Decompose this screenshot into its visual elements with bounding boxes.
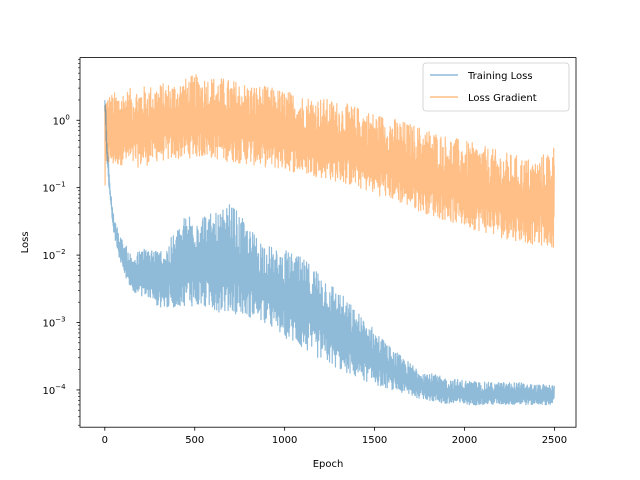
legend-box [422, 62, 570, 112]
x-tick-label: 500 [185, 435, 204, 446]
x-tick-label: 2500 [542, 435, 567, 446]
y-tick-label: 10−1 [43, 181, 66, 195]
series-layer [104, 74, 555, 406]
x-tick-label: 2000 [452, 435, 477, 446]
y-axis: 10−4 10−3 10−2 10−1 100 [43, 59, 80, 426]
legend-label-training-loss: Training Loss [467, 71, 533, 82]
y-tick-label: 10−4 [43, 383, 67, 397]
x-axis-title: Epoch [313, 459, 344, 470]
x-tick-label: 1500 [362, 435, 387, 446]
axes-frame [79, 57, 577, 428]
plot-area [79, 57, 577, 428]
y-axis-title: Loss [20, 231, 31, 253]
y-tick-label: 10−3 [43, 316, 66, 330]
legend: Training Loss Loss Gradient [422, 62, 570, 112]
x-tick-label: 1000 [272, 435, 297, 446]
y-tick-label: 100 [53, 113, 70, 127]
x-tick-label: 0 [102, 435, 108, 446]
y-tick-label: 10−2 [43, 248, 66, 262]
legend-label-loss-gradient: Loss Gradient [468, 93, 537, 104]
series-line-loss-gradient [104, 74, 555, 248]
series-line-training-loss [104, 100, 555, 406]
x-axis: 0 500 1000 1500 2000 2500 [102, 427, 567, 446]
